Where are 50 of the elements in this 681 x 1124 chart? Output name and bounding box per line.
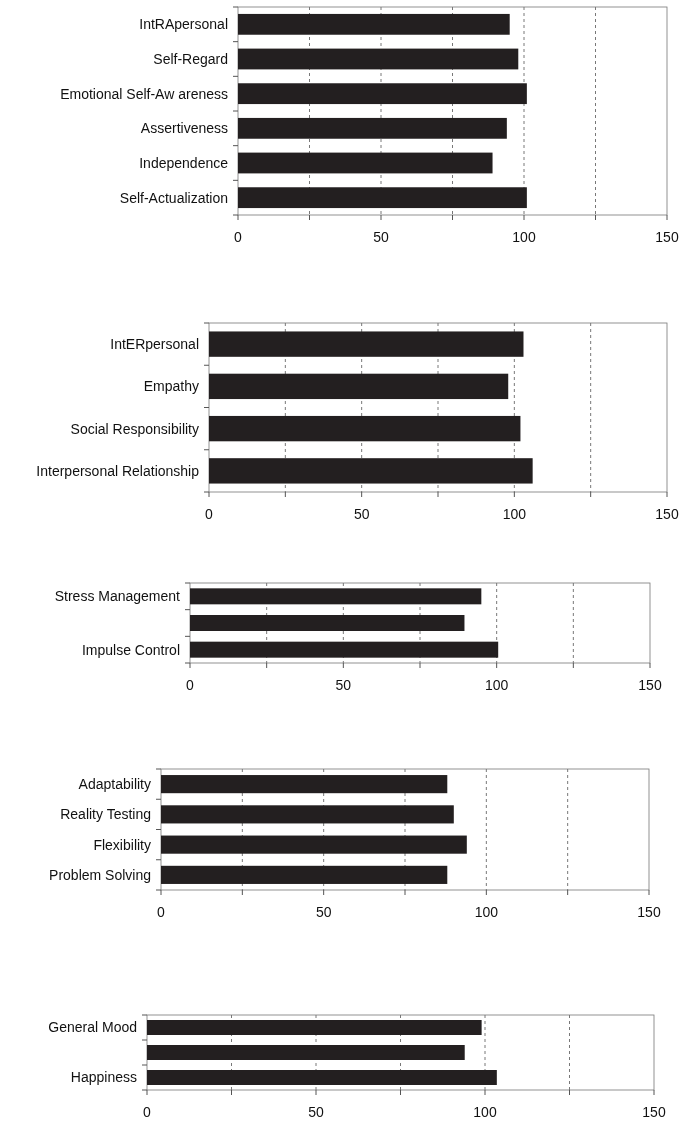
bar <box>190 641 499 658</box>
bar <box>238 187 527 209</box>
bar <box>147 1020 482 1035</box>
x-tick-label: 50 <box>315 904 332 920</box>
y-tick-label: Flexibility <box>93 836 151 853</box>
x-tick-label: 0 <box>157 904 166 920</box>
x-tick-label: 50 <box>308 1104 324 1120</box>
y-tick-label: Interpersonal Relationship <box>36 462 200 479</box>
x-tick-label: 150 <box>655 229 679 245</box>
x-tick-label: 150 <box>642 1104 666 1120</box>
y-tick-label: Stress Management <box>54 588 181 605</box>
x-tick-label: 50 <box>335 677 352 693</box>
x-tick-label: 150 <box>638 677 662 693</box>
y-tick-label: Empathy <box>143 378 199 395</box>
y-tick-label: Self-Actualization <box>119 189 228 206</box>
x-tick-label: 0 <box>186 677 195 693</box>
x-tick-label: 100 <box>484 677 509 693</box>
y-tick-label: Self-Regard <box>153 50 228 67</box>
x-tick-label: 150 <box>637 904 661 920</box>
x-tick-label: 100 <box>502 506 527 522</box>
x-tick-label: 100 <box>473 1104 497 1120</box>
bar <box>147 1070 497 1085</box>
bar <box>238 13 510 35</box>
y-tick-label: Adaptability <box>78 776 151 793</box>
x-tick-label: 100 <box>474 904 499 920</box>
x-tick-label: 0 <box>234 229 243 245</box>
y-tick-label: IntERpersonal <box>110 336 199 353</box>
bar <box>238 117 507 139</box>
y-tick-label: Emotional Self-Aw areness <box>60 85 228 102</box>
x-tick-label: 0 <box>205 506 214 522</box>
bar <box>238 48 519 70</box>
y-tick-label: IntRApersonal <box>139 16 228 33</box>
y-tick-label: Assertiveness <box>140 120 228 137</box>
bar <box>190 588 482 605</box>
bar <box>190 615 465 631</box>
x-tick-label: 150 <box>655 506 679 522</box>
y-tick-label: General Mood <box>48 1019 137 1036</box>
x-tick-label: 50 <box>353 506 370 522</box>
x-tick-label: 0 <box>143 1104 152 1120</box>
bar <box>147 1045 465 1060</box>
y-tick-label: Impulse Control <box>81 641 180 658</box>
y-tick-label: Problem Solving <box>49 866 151 883</box>
y-tick-label: Happiness <box>70 1069 137 1086</box>
bar <box>238 152 493 174</box>
y-tick-label: Independence <box>139 154 229 171</box>
x-tick-label: 100 <box>512 229 536 245</box>
x-tick-label: 50 <box>373 229 389 245</box>
bar <box>238 83 527 105</box>
y-tick-label: Reality Testing <box>60 806 151 823</box>
y-tick-label: Social Responsibility <box>70 420 199 437</box>
